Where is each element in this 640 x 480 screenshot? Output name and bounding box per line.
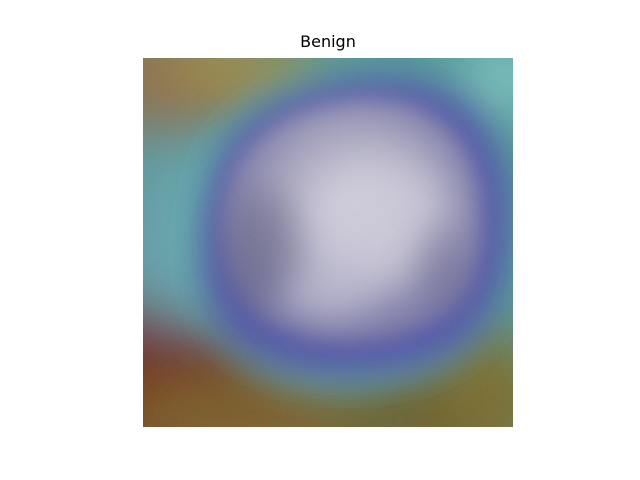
plot-title: Benign: [300, 32, 356, 51]
heatmap-overlay: [143, 58, 513, 427]
heatmap-image: [143, 58, 513, 427]
